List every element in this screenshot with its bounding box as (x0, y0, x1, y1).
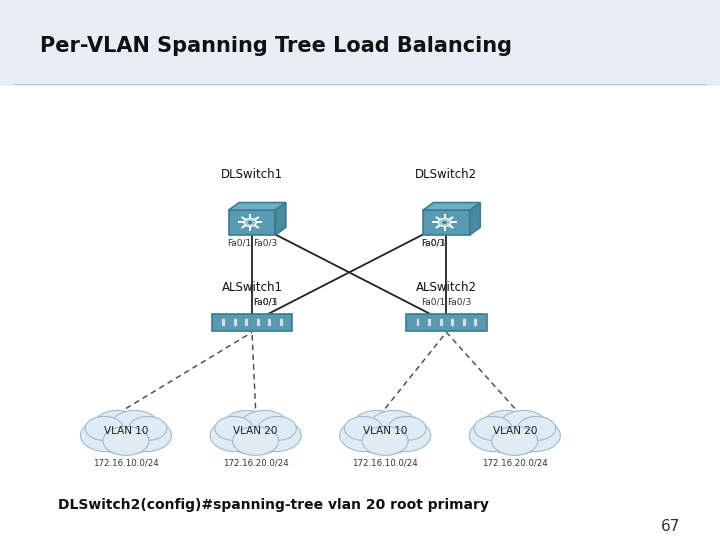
Text: DLSwitch2(config)#spanning-tree vlan 20 root primary: DLSwitch2(config)#spanning-tree vlan 20 … (58, 498, 489, 512)
FancyBboxPatch shape (212, 314, 292, 331)
Circle shape (85, 416, 123, 441)
Polygon shape (229, 210, 275, 235)
Polygon shape (469, 202, 480, 235)
Circle shape (210, 419, 261, 451)
Circle shape (81, 419, 132, 451)
Circle shape (370, 410, 418, 441)
Circle shape (442, 221, 447, 224)
Text: Fa0/1: Fa0/1 (421, 298, 446, 306)
Polygon shape (423, 210, 469, 235)
Text: ALSwitch2: ALSwitch2 (416, 281, 477, 294)
Circle shape (120, 419, 171, 451)
Text: Fa0/3: Fa0/3 (253, 298, 277, 306)
FancyBboxPatch shape (450, 318, 454, 326)
Text: 67: 67 (661, 519, 680, 534)
Circle shape (353, 410, 400, 441)
Text: ALSwitch1: ALSwitch1 (222, 281, 282, 294)
Circle shape (92, 412, 160, 455)
Text: VLAN 10: VLAN 10 (104, 427, 148, 436)
Text: Fa0/3: Fa0/3 (253, 238, 277, 247)
Circle shape (258, 416, 297, 441)
Text: 172.16.10.0/24: 172.16.10.0/24 (352, 458, 418, 467)
Circle shape (469, 419, 521, 451)
Circle shape (248, 221, 253, 224)
Polygon shape (275, 202, 286, 235)
Circle shape (340, 419, 391, 451)
Circle shape (344, 416, 382, 441)
Polygon shape (229, 202, 286, 210)
Text: DLSwitch2: DLSwitch2 (415, 168, 477, 181)
Circle shape (244, 219, 256, 226)
FancyBboxPatch shape (415, 318, 420, 326)
Circle shape (482, 410, 530, 441)
Text: Fa0/1: Fa0/1 (421, 238, 446, 247)
FancyBboxPatch shape (473, 318, 477, 326)
FancyBboxPatch shape (279, 318, 283, 326)
Text: 172.16.20.0/24: 172.16.20.0/24 (482, 458, 548, 467)
Circle shape (362, 427, 408, 455)
Text: Per-VLAN Spanning Tree Load Balancing: Per-VLAN Spanning Tree Load Balancing (40, 36, 512, 56)
Text: DLSwitch1: DLSwitch1 (221, 168, 283, 181)
Text: Fa0/3: Fa0/3 (421, 238, 446, 247)
Circle shape (215, 416, 253, 441)
Text: VLAN 20: VLAN 20 (233, 427, 278, 436)
FancyBboxPatch shape (427, 318, 431, 326)
Circle shape (223, 410, 271, 441)
FancyBboxPatch shape (233, 318, 237, 326)
FancyBboxPatch shape (256, 318, 260, 326)
Circle shape (103, 427, 149, 455)
FancyBboxPatch shape (406, 314, 487, 331)
Circle shape (492, 427, 538, 455)
Circle shape (509, 419, 560, 451)
FancyBboxPatch shape (244, 318, 248, 326)
Circle shape (240, 410, 288, 441)
Circle shape (388, 416, 426, 441)
Text: VLAN 10: VLAN 10 (363, 427, 408, 436)
Text: 172.16.10.0/24: 172.16.10.0/24 (93, 458, 159, 467)
Polygon shape (423, 202, 480, 210)
Text: Fa0/1: Fa0/1 (227, 238, 251, 247)
Circle shape (500, 410, 547, 441)
Circle shape (518, 416, 556, 441)
FancyBboxPatch shape (438, 318, 443, 326)
Circle shape (481, 412, 549, 455)
Circle shape (250, 419, 301, 451)
Circle shape (474, 416, 512, 441)
Circle shape (222, 412, 289, 455)
FancyBboxPatch shape (267, 318, 271, 326)
Text: Fa0/1: Fa0/1 (253, 298, 277, 306)
Text: VLAN 20: VLAN 20 (492, 427, 537, 436)
Circle shape (233, 427, 279, 455)
Circle shape (129, 416, 167, 441)
Text: 172.16.20.0/24: 172.16.20.0/24 (222, 458, 289, 467)
FancyBboxPatch shape (221, 318, 225, 326)
Text: Fa0/3: Fa0/3 (447, 298, 472, 306)
FancyBboxPatch shape (462, 318, 466, 326)
Circle shape (94, 410, 141, 441)
Circle shape (438, 219, 451, 226)
Circle shape (351, 412, 419, 455)
Circle shape (111, 410, 158, 441)
Circle shape (379, 419, 431, 451)
